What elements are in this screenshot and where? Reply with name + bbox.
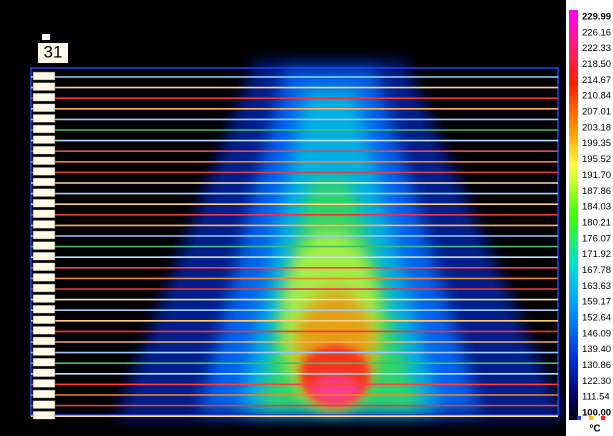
scale-label: 207.01 bbox=[582, 107, 611, 118]
scale-label: 218.50 bbox=[582, 59, 611, 70]
roi-tag bbox=[33, 231, 55, 239]
frame-tag bbox=[42, 34, 50, 40]
scale-label: 159.17 bbox=[582, 297, 611, 308]
roi-tag bbox=[33, 348, 55, 356]
roi-tag bbox=[33, 83, 55, 91]
scale-label: 176.07 bbox=[582, 233, 611, 244]
scale-label: 184.03 bbox=[582, 202, 611, 213]
scale-label: 180.21 bbox=[582, 217, 611, 228]
scale-label: 163.63 bbox=[582, 281, 611, 292]
unit-swatch bbox=[589, 416, 593, 420]
scale-label: 130.86 bbox=[582, 360, 611, 371]
roi-tag bbox=[33, 369, 55, 377]
roi-tag bbox=[33, 284, 55, 292]
scale-label: 214.67 bbox=[582, 75, 611, 86]
roi-tag bbox=[33, 252, 55, 260]
thermal-viewer: 31 229.99 226.16 222.33 218.50 214.67 210.84 2… bbox=[0, 0, 613, 436]
scale-label: 195.52 bbox=[582, 154, 611, 165]
roi-tag bbox=[33, 72, 55, 80]
roi-tag bbox=[33, 358, 55, 366]
roi-tag bbox=[33, 104, 55, 112]
roi-tag bbox=[33, 93, 55, 101]
roi-tag bbox=[33, 114, 55, 122]
scale-label: 100.00 bbox=[582, 408, 611, 419]
roi-tag bbox=[33, 242, 55, 250]
scale-label: 152.64 bbox=[582, 312, 611, 323]
scale-label: 226.16 bbox=[582, 27, 611, 38]
scale-label: 139.40 bbox=[582, 344, 611, 355]
roi-tag bbox=[33, 305, 55, 313]
roi-tag bbox=[33, 136, 55, 144]
unit-swatch bbox=[601, 416, 605, 420]
scale-label: 191.70 bbox=[582, 170, 611, 181]
roi-tag bbox=[33, 210, 55, 218]
scale-label: 222.33 bbox=[582, 43, 611, 54]
scale-label: 167.78 bbox=[582, 265, 611, 276]
scale-label: 111.54 bbox=[582, 392, 610, 403]
scale-label: 122.30 bbox=[582, 376, 611, 387]
roi-tag bbox=[33, 189, 55, 197]
roi-tag bbox=[33, 157, 55, 165]
frame-label: 31 bbox=[44, 42, 63, 61]
roi-tag bbox=[33, 411, 55, 419]
roi-tag bbox=[33, 125, 55, 133]
unit-label: °C bbox=[589, 424, 600, 435]
scale-label: 146.09 bbox=[582, 328, 611, 339]
scale-label: 171.92 bbox=[582, 249, 611, 260]
roi-tag bbox=[33, 316, 55, 324]
scale-label: 187.86 bbox=[582, 186, 611, 197]
roi-tag bbox=[33, 146, 55, 154]
roi-tag bbox=[33, 263, 55, 271]
roi-tag bbox=[33, 273, 55, 281]
scale-label: 210.84 bbox=[582, 91, 611, 102]
scale-label: 229.99 bbox=[582, 12, 611, 23]
roi-tag bbox=[33, 401, 55, 409]
unit-swatch bbox=[577, 416, 581, 420]
roi-tag bbox=[33, 379, 55, 387]
color-bar bbox=[569, 10, 578, 420]
scale-label: 199.35 bbox=[582, 138, 611, 149]
scale-label: 203.18 bbox=[582, 122, 611, 133]
roi-tag bbox=[33, 326, 55, 334]
roi-tag bbox=[33, 390, 55, 398]
roi-tag bbox=[33, 178, 55, 186]
roi-tag bbox=[33, 337, 55, 345]
roi-tag bbox=[33, 220, 55, 228]
roi-tag bbox=[33, 199, 55, 207]
roi-tag bbox=[33, 167, 55, 175]
roi-tag bbox=[33, 295, 55, 303]
